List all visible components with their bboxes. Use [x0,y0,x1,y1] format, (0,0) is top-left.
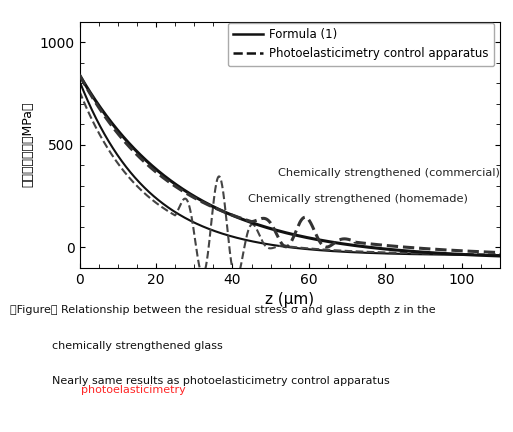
Text: Chemically strengthened (commercial): Chemically strengthened (commercial) [279,168,500,178]
Text: Chemically strengthened (homemade): Chemically strengthened (homemade) [248,194,468,204]
Y-axis label: 残留圧縮応力（MPa）: 残留圧縮応力（MPa） [21,102,34,187]
Text: Nearly same results as photoelasticimetry control apparatus: Nearly same results as photoelasticimetr… [10,376,390,386]
Text: 《Figure》 Relationship between the residual stress σ and glass depth z in the: 《Figure》 Relationship between the residu… [10,305,436,314]
X-axis label: z (μm): z (μm) [265,292,314,307]
Legend: Formula (1), Photoelasticimetry control apparatus: Formula (1), Photoelasticimetry control … [228,22,494,66]
Text: chemically strengthened glass: chemically strengthened glass [10,341,223,351]
Text: photoelasticimetry: photoelasticimetry [81,385,185,395]
